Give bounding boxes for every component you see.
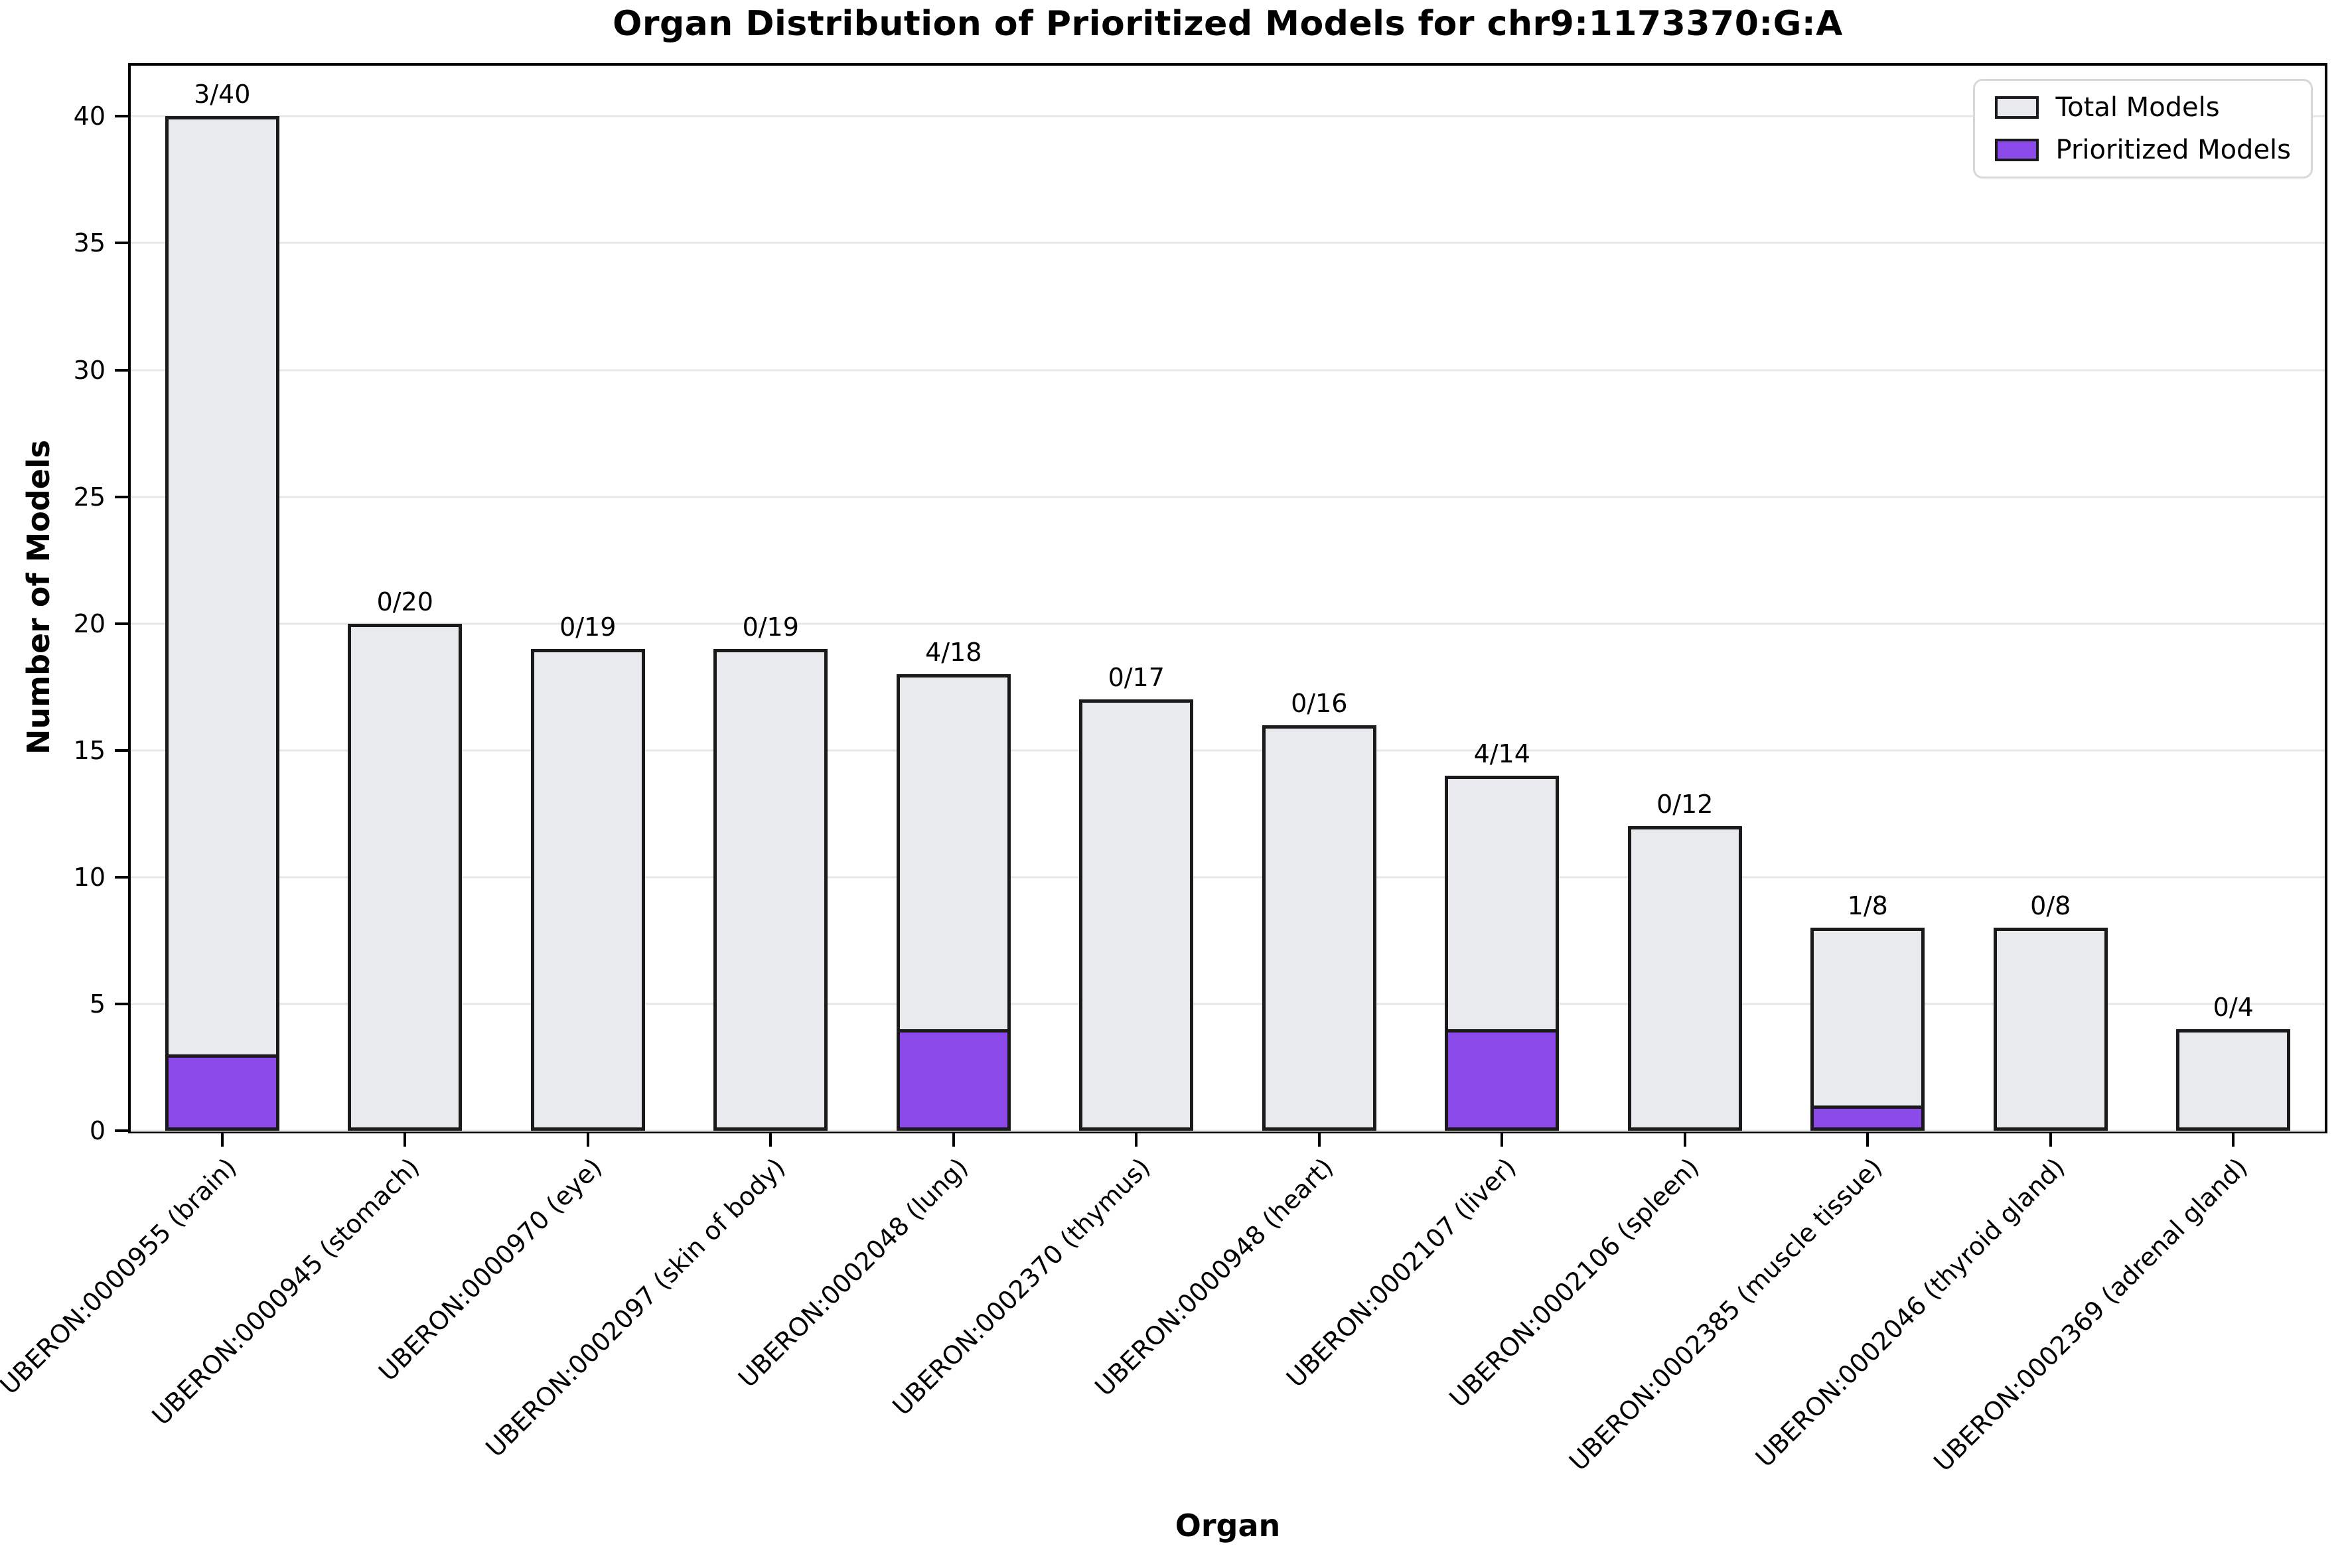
legend-item-prioritized: Prioritized Models bbox=[1994, 135, 2291, 165]
y-tick-mark bbox=[115, 748, 128, 752]
bar-annotation: 0/19 bbox=[742, 612, 799, 642]
x-tick-label-text: UBERON:0002097 (skin of body) bbox=[480, 1152, 790, 1463]
chart-title: Organ Distribution of Prioritized Models… bbox=[613, 4, 1843, 44]
y-tick-mark bbox=[115, 622, 128, 625]
bar-annotation: 0/12 bbox=[1656, 790, 1714, 820]
bar-total bbox=[165, 116, 279, 1131]
x-axis-label: Organ bbox=[1175, 1508, 1281, 1543]
y-tick-label: 10 bbox=[73, 862, 106, 892]
x-tick-label-text: UBERON:0002369 (adrenal gland) bbox=[1928, 1152, 2253, 1478]
bar-total bbox=[348, 623, 463, 1131]
bar-total bbox=[1079, 699, 1194, 1131]
x-tick-mark bbox=[1501, 1133, 1504, 1147]
y-axis-label: Number of Models bbox=[21, 439, 56, 755]
bar-prioritized bbox=[1445, 1029, 1560, 1131]
bar-annotation: 4/18 bbox=[925, 638, 982, 668]
gridline bbox=[131, 622, 2325, 625]
x-tick-mark bbox=[1135, 1133, 1138, 1147]
y-tick-label: 30 bbox=[73, 355, 106, 385]
bar-annotation: 1/8 bbox=[1847, 891, 1888, 921]
legend-swatch-total bbox=[1994, 96, 2039, 119]
y-tick-mark bbox=[115, 495, 128, 498]
gridline bbox=[131, 1129, 2325, 1132]
y-tick-label: 25 bbox=[73, 482, 106, 512]
y-tick-label: 15 bbox=[73, 735, 106, 765]
x-tick-mark bbox=[1683, 1133, 1686, 1147]
bar-total bbox=[2176, 1029, 2291, 1131]
gridline bbox=[131, 242, 2325, 244]
bar-total bbox=[1993, 928, 2108, 1131]
x-tick-mark bbox=[586, 1133, 589, 1147]
y-tick-mark bbox=[115, 242, 128, 245]
bar-prioritized bbox=[1810, 1105, 1925, 1131]
bar-total bbox=[1810, 928, 1925, 1131]
bar-annotation: 3/40 bbox=[194, 80, 251, 109]
legend-swatch-prioritized bbox=[1994, 139, 2039, 161]
gridline bbox=[131, 369, 2325, 372]
y-tick-mark bbox=[115, 368, 128, 372]
legend-label-total: Total Models bbox=[2055, 92, 2220, 123]
x-tick-label-text: UBERON:0002385 (muscle tissue) bbox=[1563, 1152, 1887, 1477]
y-tick-label: 35 bbox=[73, 228, 106, 258]
x-tick-label-text: UBERON:0002046 (thyroid gland) bbox=[1749, 1152, 2071, 1473]
bar-total bbox=[530, 648, 645, 1131]
y-tick-label: 40 bbox=[73, 102, 106, 131]
bar-annotation: 0/19 bbox=[559, 612, 617, 642]
y-tick-mark bbox=[115, 115, 128, 118]
x-tick-mark bbox=[403, 1133, 407, 1147]
gridline bbox=[131, 115, 2325, 117]
x-tick-mark bbox=[952, 1133, 955, 1147]
legend: Total Models Prioritized Models bbox=[1972, 79, 2313, 178]
y-tick-mark bbox=[115, 1002, 128, 1005]
bar-prioritized bbox=[896, 1029, 1011, 1131]
bar-total bbox=[713, 648, 828, 1131]
legend-label-prioritized: Prioritized Models bbox=[2055, 135, 2291, 165]
y-tick-label: 20 bbox=[73, 608, 106, 638]
gridline bbox=[131, 496, 2325, 498]
legend-item-total: Total Models bbox=[1994, 92, 2291, 123]
gridline bbox=[131, 876, 2325, 879]
x-tick-mark bbox=[2232, 1133, 2235, 1147]
y-tick-mark bbox=[115, 1129, 128, 1132]
bar-total bbox=[1262, 725, 1376, 1131]
bar-annotation: 0/17 bbox=[1108, 663, 1165, 693]
gridline bbox=[131, 1003, 2325, 1005]
y-tick-mark bbox=[115, 875, 128, 879]
y-tick-label: 5 bbox=[89, 989, 106, 1019]
bar-annotation: 4/14 bbox=[1473, 739, 1530, 769]
bar-prioritized bbox=[165, 1054, 279, 1131]
x-tick-mark bbox=[1866, 1133, 1869, 1147]
x-tick-mark bbox=[2049, 1133, 2052, 1147]
bar-annotation: 0/16 bbox=[1291, 688, 1348, 718]
bar-annotation: 0/4 bbox=[2213, 993, 2254, 1023]
bar-annotation: 0/20 bbox=[376, 587, 433, 616]
x-tick-mark bbox=[769, 1133, 772, 1147]
bar-annotation: 0/8 bbox=[2030, 891, 2071, 921]
plot-area: Total Models Prioritized Models 0 5 10 15 20… bbox=[0, 63, 2327, 1477]
bar-total bbox=[1627, 826, 1742, 1131]
y-tick-label: 0 bbox=[89, 1116, 106, 1145]
gridline bbox=[131, 749, 2325, 752]
x-tick-mark bbox=[1317, 1133, 1321, 1147]
x-tick-mark bbox=[220, 1133, 224, 1147]
